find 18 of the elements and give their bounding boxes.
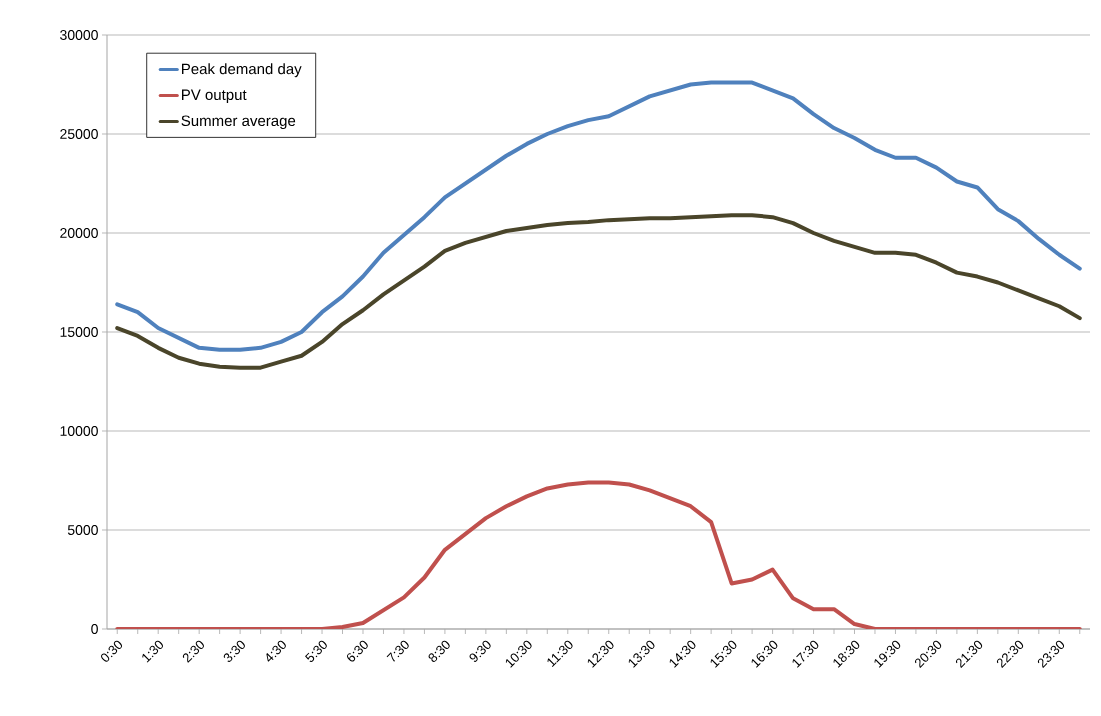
x-tick-label: 5:30 — [305, 640, 327, 662]
x-tick-label: 4:30 — [266, 640, 286, 662]
x-tick-label: 8:30 — [428, 640, 450, 662]
y-tick-label: 20000 — [60, 228, 98, 238]
y-tick-label: 10000 — [60, 426, 98, 436]
y-tick-label: 15000 — [60, 327, 98, 337]
x-tick-label: 6:30 — [346, 640, 368, 662]
x-tick-label: 9:30 — [469, 640, 491, 662]
y-tick-label: 5000 — [67, 525, 98, 535]
y-tick-label: 30000 — [60, 30, 98, 40]
legend-label: PV output — [182, 89, 247, 104]
legend-label: Summer average — [181, 115, 296, 129]
legend-label: Peak demand day — [182, 63, 302, 78]
x-tick-label: 3:30 — [223, 640, 245, 662]
y-tick-label: 0 — [91, 624, 98, 634]
y-tick-label: 25000 — [60, 129, 98, 139]
x-tick-label: 7:30 — [386, 640, 409, 662]
x-tick-label: 0:30 — [101, 640, 123, 662]
